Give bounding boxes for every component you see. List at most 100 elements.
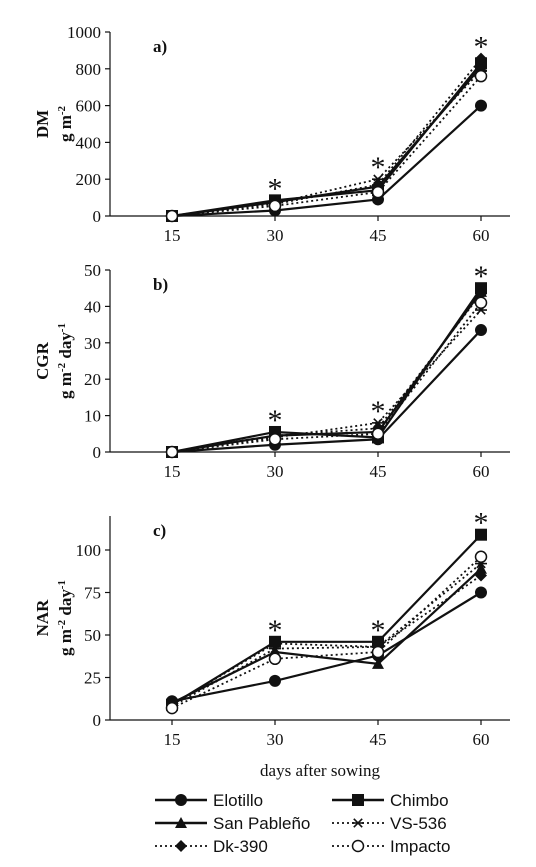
series-impacto — [165, 550, 488, 715]
series-elotillo — [166, 324, 487, 458]
point-impacto-15 — [165, 209, 179, 223]
y-tick-label: 1000 — [67, 23, 101, 42]
y-tick-label: 25 — [84, 669, 101, 688]
point-impacto-45 — [371, 427, 385, 441]
point-impacto-60 — [474, 296, 488, 310]
series-line-impacto — [171, 556, 482, 709]
significance-star: * — [268, 614, 283, 647]
series-line-san-pableno — [171, 567, 482, 704]
series-dk-390 — [166, 52, 487, 222]
series-impacto — [165, 69, 488, 223]
y-tick-label: 800 — [76, 60, 102, 79]
significance-star: * — [474, 31, 489, 64]
legend-label: Chimbo — [390, 791, 449, 810]
legend-item-dk-390: Dk-390 — [155, 837, 268, 856]
legend-marker — [175, 794, 187, 806]
x-tick-label: 45 — [370, 226, 387, 245]
panel-label: c) — [153, 521, 166, 540]
series-line-dk-390 — [171, 293, 482, 453]
legend-item-impacto: Impacto — [332, 837, 450, 856]
significance-star: * — [268, 404, 283, 437]
series-chimbo — [166, 528, 487, 711]
series-line-dk-390 — [171, 58, 482, 217]
significance-star: * — [371, 395, 386, 428]
point-impacto-60 — [474, 550, 488, 564]
y-tick-label: 30 — [84, 334, 101, 353]
legend-label: Elotillo — [213, 791, 263, 810]
legend-item-chimbo: Chimbo — [332, 791, 449, 810]
y-tick-label: 50 — [84, 626, 101, 645]
panel-label: a) — [153, 37, 167, 56]
x-tick-label: 30 — [267, 730, 284, 749]
y-tick-label: 600 — [76, 97, 102, 116]
point-impacto-15 — [165, 701, 179, 715]
series-san-pableno — [166, 60, 487, 221]
panel-label: b) — [153, 275, 168, 294]
y-tick-label: 50 — [84, 261, 101, 280]
point-chimbo-60 — [475, 528, 487, 541]
y-tick-label: 40 — [84, 297, 101, 316]
significance-star: * — [474, 260, 489, 293]
legend: Elotillo Chimbo San Pableño VS-536 Dk-390 Imp… — [155, 791, 450, 856]
x-tick-label: 60 — [473, 730, 490, 749]
point-impacto-45 — [371, 185, 385, 199]
point-impacto-30 — [268, 433, 282, 446]
y-tick-label: 100 — [76, 541, 102, 560]
point-impacto-45 — [371, 645, 385, 659]
series-elotillo — [166, 99, 487, 222]
y-axis-label: CGR — [33, 341, 52, 380]
y-axis-unit: g m-2 — [56, 105, 75, 142]
point-san-pableno-45 — [372, 657, 384, 669]
series-line-impacto — [171, 302, 482, 453]
x-axis-label: days after sowing — [260, 761, 380, 780]
point-elotillo-30 — [269, 674, 281, 687]
y-tick-label: 0 — [93, 207, 102, 226]
significance-star: * — [371, 151, 386, 184]
y-tick-label: 75 — [84, 584, 101, 603]
significance-star: * — [474, 507, 489, 540]
legend-marker — [351, 839, 365, 853]
point-impacto-30 — [268, 199, 282, 213]
x-tick-label: 60 — [473, 226, 490, 245]
series-line-san-pableno — [171, 291, 482, 454]
legend-label: VS-536 — [390, 814, 447, 833]
legend-item-vs-536: VS-536 — [332, 814, 447, 833]
series-dk-390 — [166, 569, 487, 711]
legend-label: Impacto — [390, 837, 450, 856]
y-axis-label: NAR — [33, 599, 52, 637]
y-axis-unit: g m-2 day-1 — [56, 323, 75, 399]
point-san-pableno-60 — [475, 60, 487, 72]
x-tick-label: 30 — [267, 462, 284, 481]
legend-item-san-pableno: San Pableño — [155, 814, 310, 833]
series-impacto — [165, 296, 488, 459]
series-line-elotillo — [171, 591, 482, 703]
y-tick-label: 400 — [76, 133, 102, 152]
y-tick-label: 200 — [76, 170, 102, 189]
y-tick-label: 20 — [84, 370, 101, 389]
x-tick-label: 45 — [370, 730, 387, 749]
point-impacto-60 — [474, 69, 488, 83]
series-line-dk-390 — [171, 574, 482, 706]
point-impacto-30 — [268, 652, 282, 666]
series-chimbo — [166, 57, 487, 222]
legend-item-elotillo: Elotillo — [155, 791, 263, 810]
y-tick-label: 0 — [93, 711, 102, 730]
x-tick-label: 45 — [370, 462, 387, 481]
series-line-elotillo — [171, 329, 482, 454]
y-tick-label: 0 — [93, 443, 102, 462]
x-tick-label: 15 — [164, 462, 181, 481]
point-dk-390-60 — [475, 569, 487, 582]
point-elotillo-60 — [475, 586, 487, 599]
point-elotillo-60 — [475, 324, 487, 337]
series-dk-390 — [166, 287, 487, 458]
point-elotillo-60 — [475, 99, 487, 112]
point-dk-390-60 — [475, 52, 487, 65]
significance-star: * — [371, 614, 386, 647]
series-line-impacto — [171, 75, 482, 217]
x-tick-label: 30 — [267, 226, 284, 245]
point-impacto-15 — [165, 445, 179, 459]
panel-1: 0 200 400 600 800 1000 15 30 45 60 a) DM g m-2 * * * — [33, 23, 510, 245]
